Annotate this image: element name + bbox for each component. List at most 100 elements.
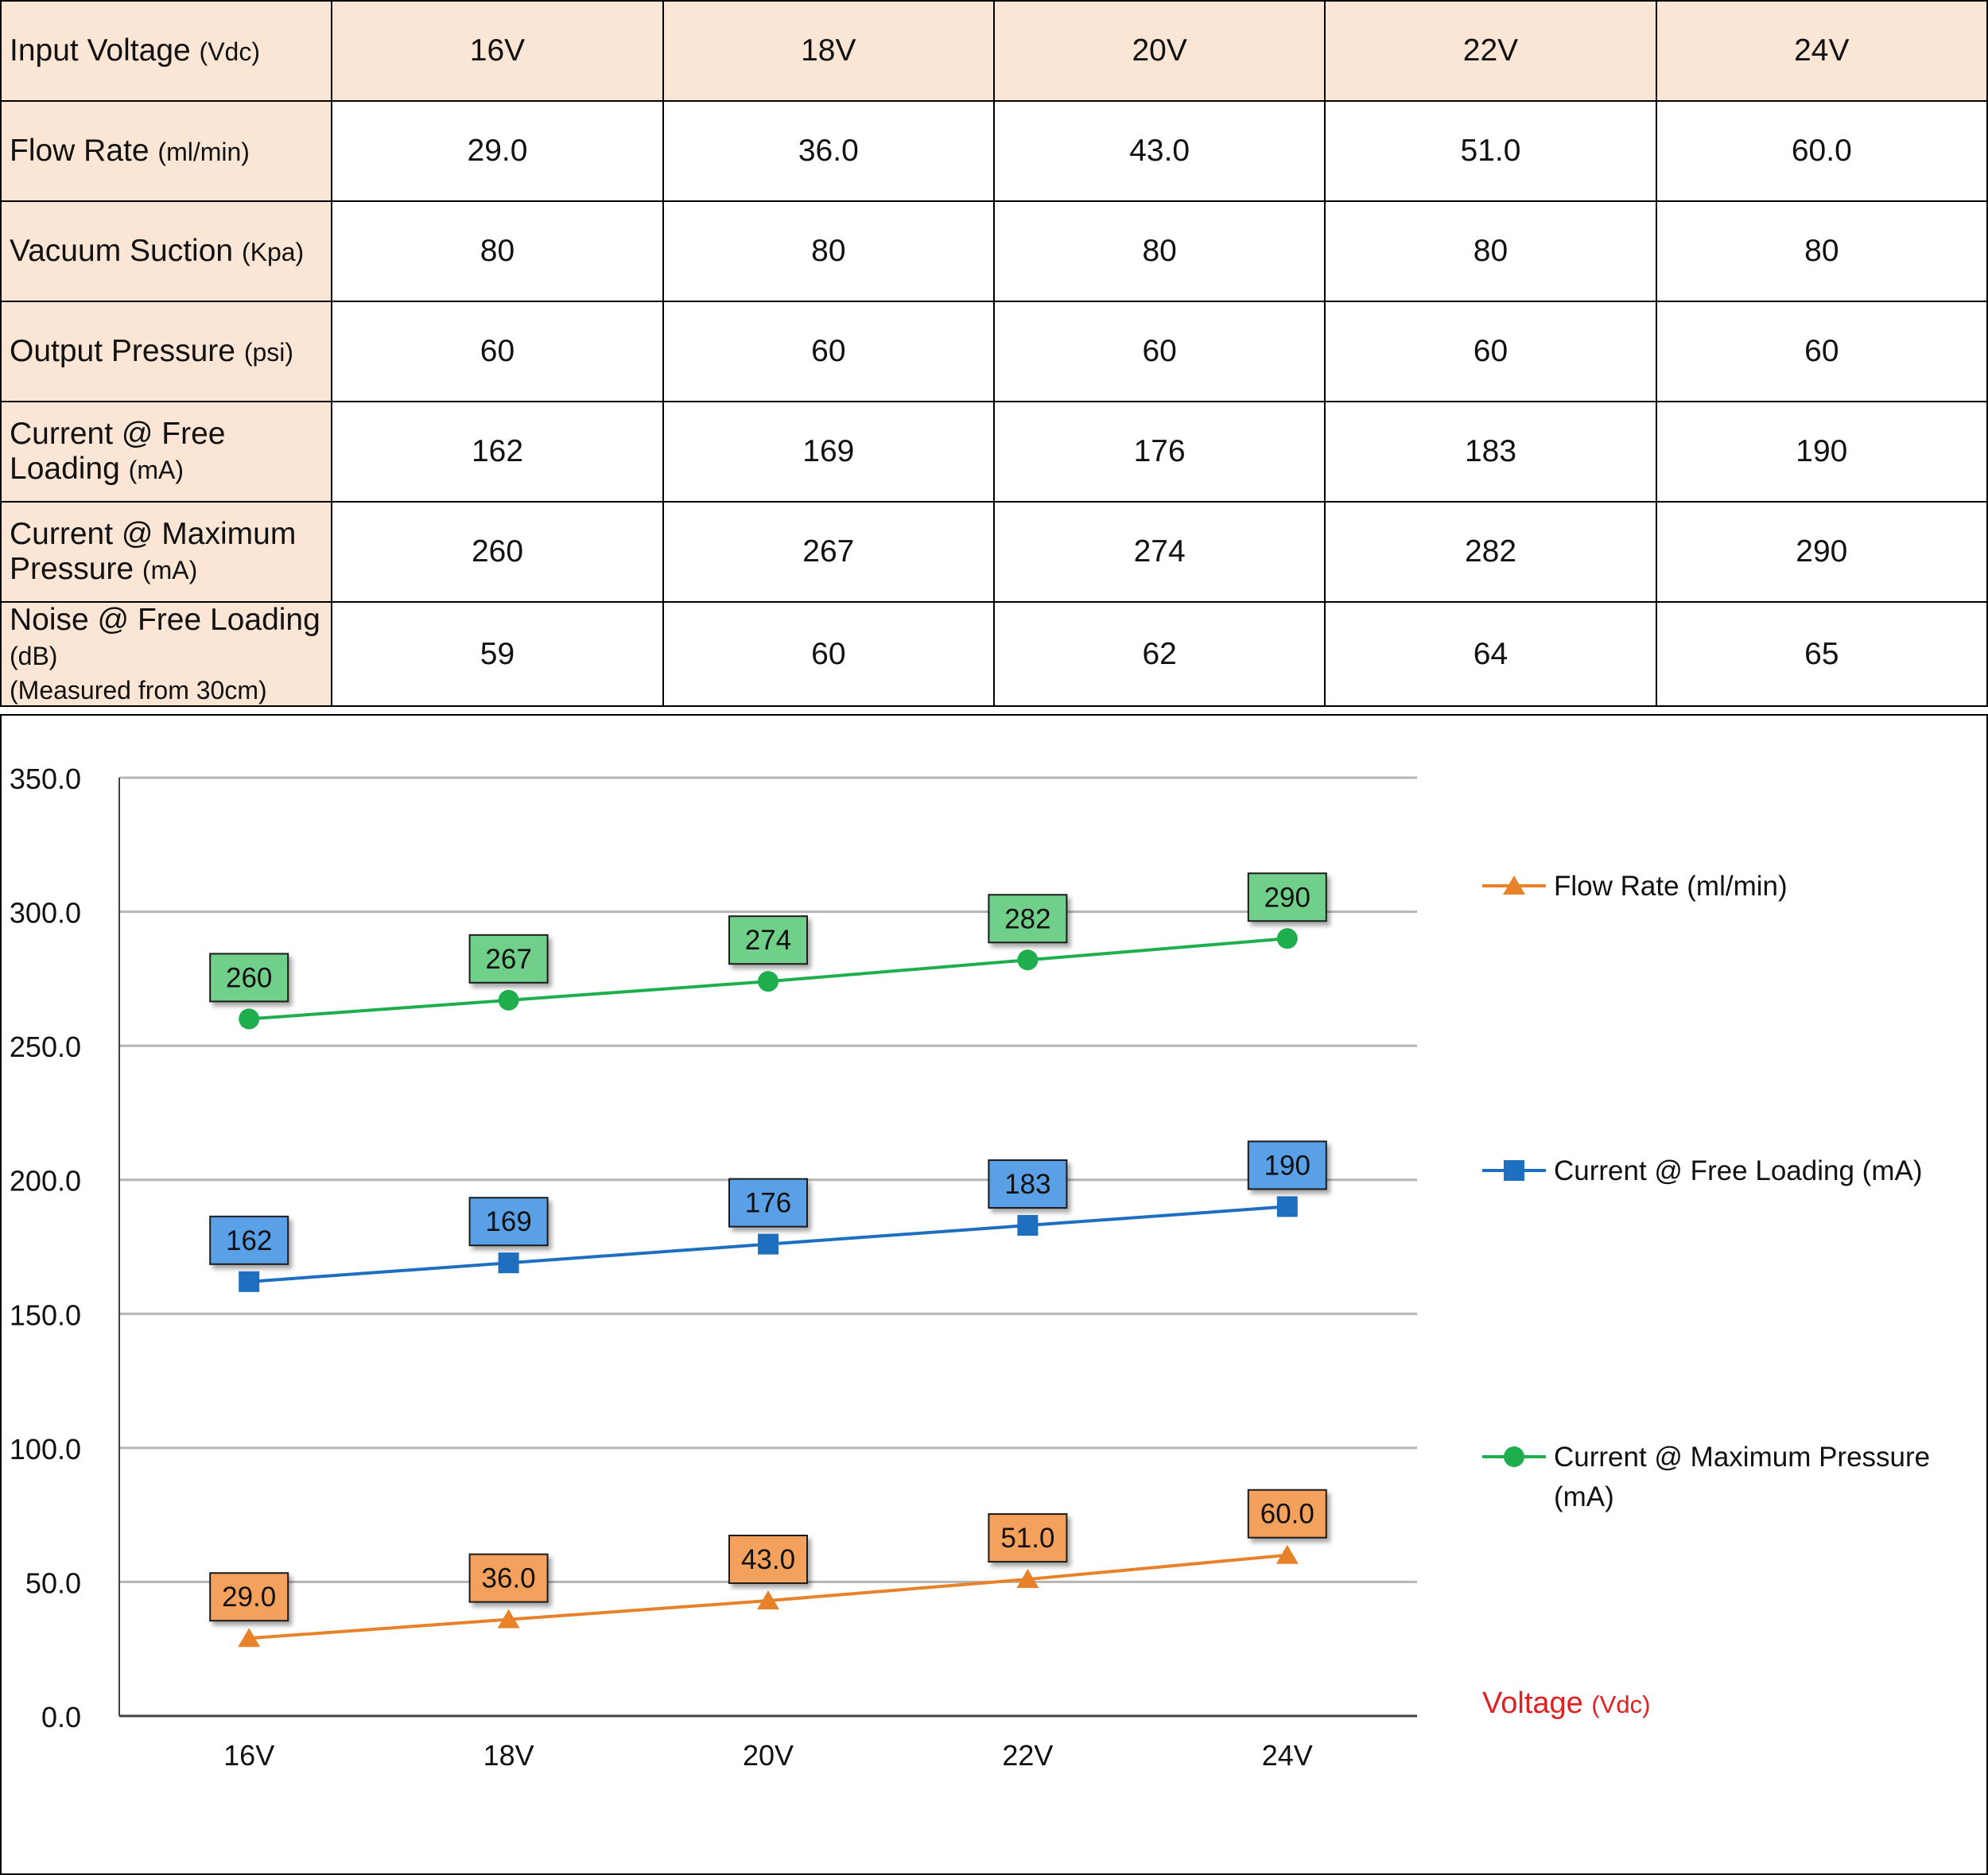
data-label: 183: [1004, 1169, 1050, 1200]
data-label-box: [728, 1178, 808, 1228]
x-tick-label: 22V: [1002, 1739, 1053, 1772]
data-point-marker: [1017, 949, 1039, 971]
data-point-marker: [498, 1252, 519, 1274]
table-row: Current @ Maximum Pressure (mA) 260 267 …: [0, 501, 1988, 603]
legend-marker: [1504, 1446, 1524, 1467]
y-tick-label: 50.0: [25, 1566, 81, 1599]
legend-marker: [1503, 875, 1525, 895]
data-label: 36.0: [482, 1563, 536, 1594]
chart-panel: 0.0 50.0 100.0 150.0 200.0 250.0 300.0 350.0 16V…: [0, 714, 1988, 1875]
data-label: 60.0: [1260, 1499, 1314, 1530]
legend-label: Current @ Free Loading (mA): [1554, 1155, 1922, 1186]
data-point-marker: [758, 971, 779, 992]
data-label-box: [209, 1572, 289, 1622]
table-cell: 51.0: [1324, 100, 1657, 202]
data-label-box: [1247, 1489, 1327, 1539]
row-label: Current @ Maximum Pressure (mA): [0, 501, 333, 603]
data-label: 282: [1004, 903, 1050, 934]
table-cell: 80: [1655, 200, 1988, 302]
data-label: 190: [1264, 1150, 1310, 1181]
data-label-box: [728, 1535, 808, 1585]
row-label-text: Current @ Maximum Pressure: [10, 517, 297, 586]
data-label-box: [1247, 1140, 1327, 1190]
row-label-text: Flow Rate: [10, 134, 149, 168]
data-point-marker: [497, 1609, 520, 1628]
line-chart: 0.0 50.0 100.0 150.0 200.0 250.0 300.0 350.0 16V…: [10, 763, 1930, 1772]
data-point-marker: [238, 1628, 261, 1648]
table-cell: 162: [331, 401, 664, 503]
y-tick-label: 100.0: [10, 1433, 81, 1465]
x-tick-label: 18V: [483, 1739, 534, 1772]
data-label: 51.0: [1000, 1523, 1054, 1554]
spec-table: Input Voltage (Vdc) 16V 18V 20V 22V 24V …: [0, 0, 1988, 707]
legend-marker: [1504, 1160, 1524, 1181]
row-label-unit: (mA): [142, 556, 198, 584]
data-label-box: [468, 934, 549, 984]
table-cell: 59: [331, 601, 664, 707]
table-cell: 290: [1655, 501, 1988, 603]
column-header: 22V: [1324, 0, 1657, 102]
data-point-marker: [239, 1008, 260, 1030]
table-row: Flow Rate (ml/min) 29.0 36.0 43.0 51.0 6…: [0, 100, 1988, 202]
table-cell: 29.0: [331, 100, 664, 202]
row-label: Noise @ Free Loading (dB) (Measured from …: [0, 601, 333, 707]
row-label-text: Vacuum Suction: [10, 234, 234, 268]
row-label: Output Pressure (psi): [0, 301, 333, 402]
data-label-box: [209, 1215, 289, 1265]
column-header: 20V: [992, 0, 1326, 102]
data-point-marker: [1276, 928, 1298, 949]
table-row: Current @ Free Loading (mA) 162 169 176 …: [0, 401, 1988, 503]
row-label-unit: (ml/min): [157, 138, 250, 166]
table-cell: 62: [992, 601, 1326, 707]
y-tick-label: 250.0: [10, 1031, 81, 1063]
row-label-note: (Measured from 30cm): [10, 676, 267, 705]
table-cell: 267: [662, 501, 995, 603]
legend-label: Current @ Maximum Pressure: [1554, 1442, 1930, 1473]
legend-label: (mA): [1554, 1481, 1614, 1512]
table-cell: 36.0: [662, 100, 995, 202]
data-point-marker: [757, 1590, 779, 1610]
data-label-box: [988, 894, 1068, 944]
row-label: Vacuum Suction (Kpa): [0, 200, 333, 302]
row-label-text: Noise @ Free Loading: [10, 603, 320, 637]
data-label: 176: [745, 1188, 791, 1219]
data-point-marker: [1017, 1215, 1039, 1236]
x-axis-title-text: Voltage: [1482, 1687, 1591, 1720]
data-label-box: [209, 953, 289, 1003]
row-label: Flow Rate (ml/min): [0, 100, 333, 202]
data-point-marker: [1276, 1196, 1298, 1217]
table-header-row: Input Voltage (Vdc) 16V 18V 20V 22V 24V: [0, 0, 1988, 102]
data-label: 43.0: [741, 1544, 795, 1575]
table-cell: 60: [331, 301, 664, 402]
row-label: Input Voltage (Vdc): [0, 0, 333, 102]
data-point-marker: [1276, 1544, 1299, 1564]
data-label: 29.0: [222, 1582, 276, 1613]
row-label-unit: (Vdc): [199, 37, 260, 66]
table-cell: 64: [1324, 601, 1657, 707]
table-cell: 60.0: [1655, 100, 1988, 202]
x-tick-label: 20V: [743, 1739, 794, 1772]
row-label: Current @ Free Loading (mA): [0, 401, 333, 503]
table-row: Output Pressure (psi) 60 60 60 60 60: [0, 301, 1988, 402]
row-label-text: Input Voltage: [10, 33, 191, 68]
column-header: 18V: [662, 0, 995, 102]
table-cell: 274: [992, 501, 1326, 603]
data-label-box: [728, 915, 808, 965]
table-cell: 260: [331, 501, 664, 603]
table-cell: 60: [1655, 301, 1988, 402]
data-label: 267: [485, 944, 531, 975]
x-axis-title-unit: (Vdc): [1591, 1691, 1650, 1718]
table-cell: 176: [992, 401, 1326, 503]
x-tick-label: 16V: [223, 1739, 274, 1772]
table-cell: 60: [662, 301, 995, 402]
data-label-box: [468, 1553, 549, 1603]
table-cell: 43.0: [992, 100, 1326, 202]
table-cell: 183: [1324, 401, 1657, 503]
data-label-box: [1247, 872, 1327, 922]
row-label-unit: (psi): [243, 338, 294, 367]
table-cell: 282: [1324, 501, 1657, 603]
table-cell: 60: [992, 301, 1326, 402]
table-cell: 190: [1655, 401, 1988, 503]
table-cell: 60: [662, 601, 995, 707]
table-cell: 169: [662, 401, 995, 503]
